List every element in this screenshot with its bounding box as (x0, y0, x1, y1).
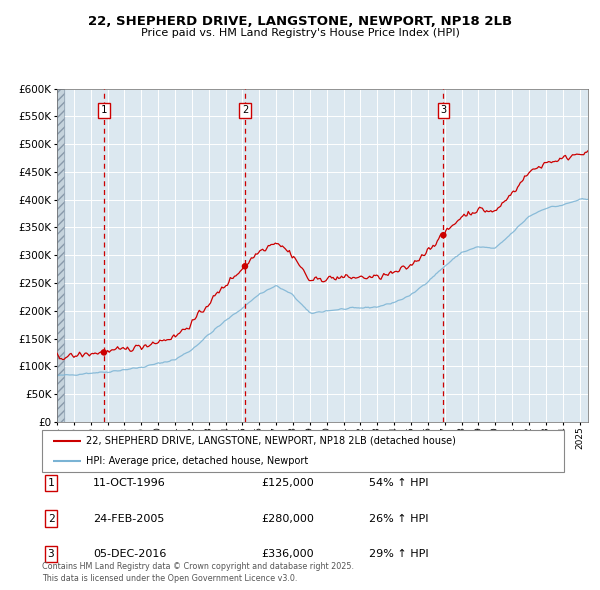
FancyBboxPatch shape (42, 430, 564, 472)
Text: 26% ↑ HPI: 26% ↑ HPI (369, 514, 428, 523)
Text: 22, SHEPHERD DRIVE, LANGSTONE, NEWPORT, NP18 2LB: 22, SHEPHERD DRIVE, LANGSTONE, NEWPORT, … (88, 15, 512, 28)
Text: 2: 2 (242, 105, 248, 115)
Text: 1: 1 (101, 105, 107, 115)
Text: Contains HM Land Registry data © Crown copyright and database right 2025.
This d: Contains HM Land Registry data © Crown c… (42, 562, 354, 583)
Text: 24-FEB-2005: 24-FEB-2005 (93, 514, 164, 523)
Text: £125,000: £125,000 (261, 478, 314, 488)
Text: 29% ↑ HPI: 29% ↑ HPI (369, 549, 428, 559)
Text: 3: 3 (47, 549, 55, 559)
Text: 54% ↑ HPI: 54% ↑ HPI (369, 478, 428, 488)
Text: 2: 2 (47, 514, 55, 523)
Point (240, 261, 250, 271)
Point (99, 348, 109, 357)
Bar (57, 88, 64, 422)
Text: £336,000: £336,000 (261, 549, 314, 559)
Text: HPI: Average price, detached house, Newport: HPI: Average price, detached house, Newp… (86, 455, 308, 466)
Text: 11-OCT-1996: 11-OCT-1996 (93, 478, 166, 488)
Point (439, 231, 448, 240)
Text: £280,000: £280,000 (261, 514, 314, 523)
Bar (57, 88, 64, 422)
Text: 22, SHEPHERD DRIVE, LANGSTONE, NEWPORT, NP18 2LB (detached house): 22, SHEPHERD DRIVE, LANGSTONE, NEWPORT, … (86, 436, 456, 446)
Text: 3: 3 (440, 105, 446, 115)
Text: Price paid vs. HM Land Registry's House Price Index (HPI): Price paid vs. HM Land Registry's House … (140, 28, 460, 38)
Text: 05-DEC-2016: 05-DEC-2016 (93, 549, 166, 559)
Text: 1: 1 (47, 478, 55, 488)
